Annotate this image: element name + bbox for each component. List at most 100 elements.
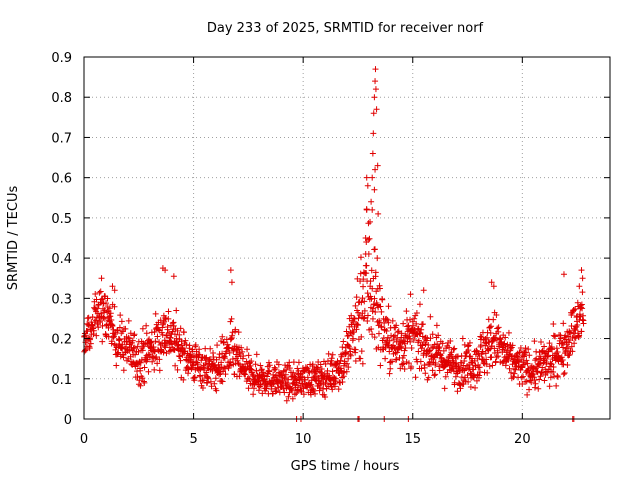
data-point: [477, 333, 484, 340]
data-point: [234, 357, 241, 364]
data-point: [328, 357, 335, 364]
data-point: [353, 326, 360, 333]
data-point: [155, 326, 162, 333]
data-point: [289, 387, 296, 394]
data-point: [122, 325, 129, 332]
data-point: [367, 278, 374, 285]
data-point: [329, 368, 336, 375]
x-tick-label: 15: [404, 432, 421, 447]
data-point: [465, 342, 472, 349]
data-point: [386, 337, 393, 344]
data-point: [165, 308, 172, 315]
data-point: [378, 324, 385, 331]
data-point: [347, 352, 354, 359]
data-point: [209, 367, 216, 374]
data-point: [104, 295, 111, 302]
data-point: [403, 308, 410, 315]
data-point: [220, 339, 227, 346]
data-point: [547, 374, 554, 381]
data-point: [393, 356, 400, 363]
data-point: [574, 321, 581, 328]
data-point: [343, 349, 350, 356]
data-point: [416, 330, 423, 337]
data-point: [363, 262, 370, 269]
data-point: [452, 373, 459, 380]
data-point: [137, 359, 144, 366]
data-point: [205, 375, 212, 382]
data-point: [119, 328, 126, 335]
data-point: [246, 359, 253, 366]
data-point: [578, 328, 585, 335]
y-tick-label: 0.6: [51, 172, 72, 187]
data-point: [212, 375, 219, 382]
data-point: [399, 361, 406, 368]
data-point: [565, 345, 572, 352]
y-tick-label: 0.2: [51, 333, 72, 348]
data-point: [470, 366, 477, 373]
data-point: [218, 359, 225, 366]
data-point: [166, 344, 173, 351]
data-point: [398, 330, 405, 337]
data-point: [425, 348, 432, 355]
data-point: [368, 325, 375, 332]
data-point: [361, 314, 368, 321]
data-point: [417, 358, 424, 365]
data-point: [369, 315, 376, 322]
data-point: [360, 315, 367, 322]
data-point: [570, 307, 577, 314]
data-point: [148, 339, 155, 346]
data-point: [344, 333, 351, 340]
data-point: [553, 345, 560, 352]
data-point: [180, 329, 187, 336]
data-point: [275, 361, 282, 368]
data-point: [520, 361, 527, 368]
data-point: [386, 370, 393, 377]
data-point: [554, 374, 561, 381]
data-point: [358, 299, 365, 306]
data-point: [297, 384, 304, 391]
data-point: [337, 365, 344, 372]
data-point: [188, 353, 195, 360]
data-point: [345, 364, 352, 371]
data-point: [539, 364, 546, 371]
data-point: [281, 389, 288, 396]
data-point: [160, 320, 167, 327]
data-point: [476, 372, 483, 379]
data-point: [525, 346, 532, 353]
data-point: [408, 345, 415, 352]
data-point: [560, 320, 567, 327]
data-point: [215, 364, 222, 371]
data-point: [541, 343, 548, 350]
data-point: [153, 354, 160, 361]
data-point: [462, 374, 469, 381]
data-point: [531, 384, 538, 391]
x-tick-label: 10: [295, 432, 312, 447]
data-point: [349, 327, 356, 334]
data-point: [531, 338, 538, 345]
data-point: [86, 345, 93, 352]
data-point: [384, 334, 391, 341]
data-point: [457, 385, 464, 392]
data-point: [99, 338, 106, 345]
data-point: [418, 365, 425, 372]
data-point: [545, 353, 552, 360]
data-point: [560, 361, 567, 368]
data-point: [208, 383, 215, 390]
data-point: [154, 360, 161, 367]
data-point: [199, 384, 206, 391]
data-point: [450, 346, 457, 353]
data-point: [109, 323, 116, 330]
data-point: [249, 371, 256, 378]
data-point: [537, 373, 544, 380]
data-point: [580, 320, 587, 327]
data-point: [97, 317, 104, 324]
data-point: [119, 341, 126, 348]
y-tick-label: 0.7: [51, 131, 72, 146]
data-point: [486, 339, 493, 346]
data-point: [352, 357, 359, 364]
data-point: [372, 86, 379, 93]
data-point: [550, 320, 557, 327]
data-point: [408, 363, 415, 370]
data-point: [98, 275, 105, 282]
